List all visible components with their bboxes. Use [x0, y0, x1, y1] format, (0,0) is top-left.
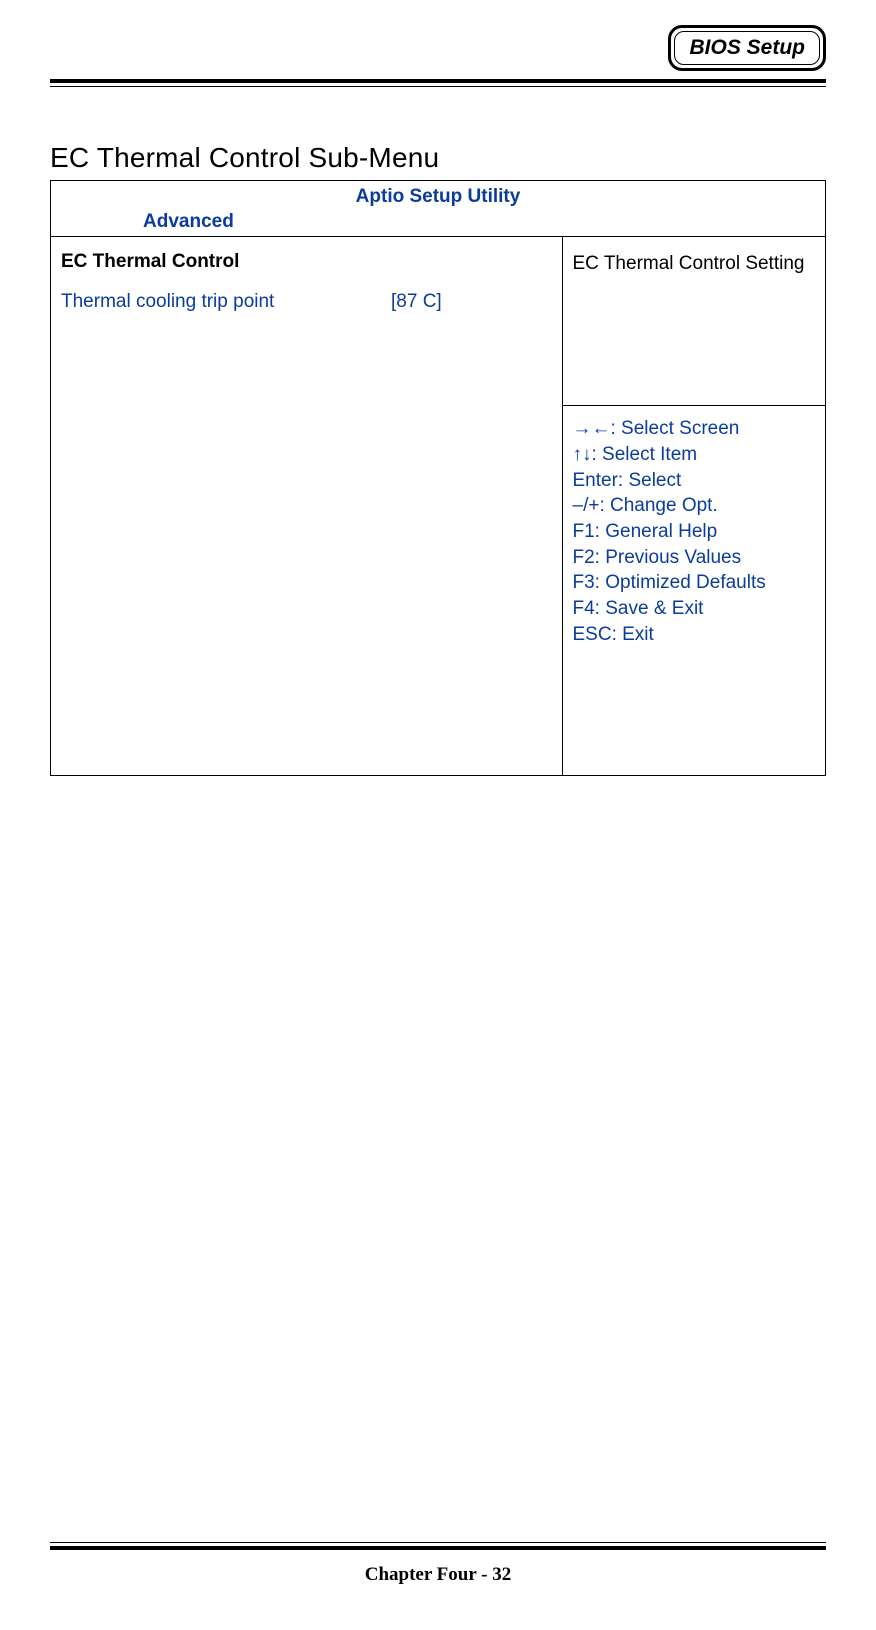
utility-title: Aptio Setup Utility [61, 185, 815, 210]
setting-value: [87 C] [391, 291, 442, 313]
settings-group-title: EC Thermal Control [61, 251, 552, 273]
hint-f1: F1: General Help [573, 519, 816, 545]
setting-row[interactable]: Thermal cooling trip point [87 C] [61, 291, 552, 313]
page: BIOS Setup EC Thermal Control Sub-Menu A… [0, 0, 876, 1630]
hint-select-item: ↑↓: Select Item [573, 442, 816, 468]
hint-f4: F4: Save & Exit [573, 596, 816, 622]
hint-f3: F3: Optimized Defaults [573, 570, 816, 596]
header-badge-text: BIOS Setup [674, 31, 820, 65]
hint-esc: ESC: Exit [573, 622, 816, 648]
footer-text: Chapter Four - 32 [50, 1564, 826, 1586]
setting-label: Thermal cooling trip point [61, 291, 391, 313]
section-title: EC Thermal Control Sub-Menu [50, 142, 826, 174]
bios-header-cell: Aptio Setup Utility Advanced [51, 181, 826, 237]
key-hints: →←: Select Screen ↑↓: Select Item Enter:… [573, 414, 816, 647]
page-header: BIOS Setup [50, 25, 826, 71]
header-badge: BIOS Setup [668, 25, 826, 71]
header-divider [50, 79, 826, 87]
bios-setup-panel: Aptio Setup Utility Advanced EC Thermal … [50, 180, 826, 776]
footer-divider [50, 1542, 826, 1550]
hint-select-screen: →←: Select Screen [573, 416, 816, 442]
hint-f2: F2: Previous Values [573, 545, 816, 571]
help-cell: EC Thermal Control Setting [562, 237, 826, 406]
hints-cell: →←: Select Screen ↑↓: Select Item Enter:… [562, 406, 826, 776]
help-text: EC Thermal Control Setting [573, 251, 816, 277]
page-footer: Chapter Four - 32 [50, 1542, 826, 1586]
hints-spacer [573, 647, 816, 737]
hint-change-opt: –/+: Change Opt. [573, 493, 816, 519]
tab-advanced[interactable]: Advanced [143, 210, 815, 235]
settings-cell: EC Thermal Control Thermal cooling trip … [51, 237, 563, 776]
hint-enter: Enter: Select [573, 468, 816, 494]
